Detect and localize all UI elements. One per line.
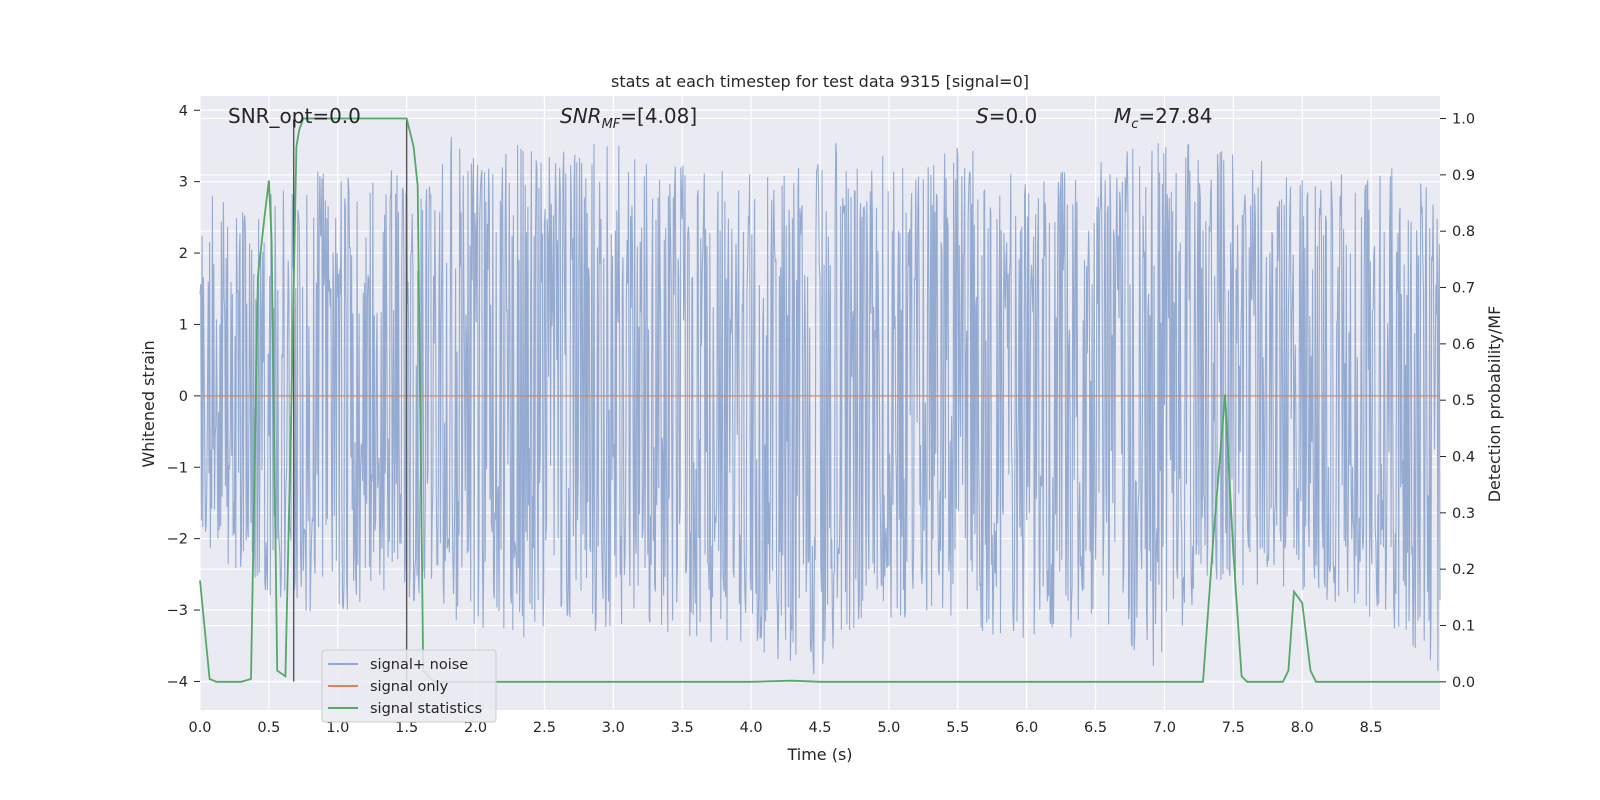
x-tick-label: 8.5 — [1360, 720, 1383, 736]
legend-label-signal-only: signal only — [370, 679, 449, 695]
x-tick-label: 6.5 — [1084, 720, 1107, 736]
x-axis-ticks: 0.0 0.5 1.0 1.5 2.0 2.5 3.0 3.5 4.0 4.5 5.0 5.5 6.0 6… — [188, 720, 1382, 736]
y-tick-label: −4 — [167, 674, 188, 690]
s-annotation: S=0.0 — [976, 104, 1037, 128]
legend-box — [321, 649, 497, 723]
legend: signal+ noise signal only signal statist… — [321, 649, 497, 723]
y2-tick-label: 0.2 — [1452, 562, 1475, 578]
y-axis-ticks: 4 3 2 1 0 −1 −2 −3 −4 — [167, 103, 200, 690]
x-tick-label: 8.0 — [1291, 720, 1314, 736]
y2-axis-label: Detection probability/MF — [1485, 306, 1504, 503]
x-tick-label: 2.0 — [464, 720, 487, 736]
x-tick-label: 4.0 — [740, 720, 763, 736]
y-tick-label: 0 — [179, 389, 188, 405]
snr-mf-annotation: SNRMF=[4.08] — [560, 104, 697, 132]
y2-tick-label: 0.1 — [1452, 619, 1475, 635]
y2-tick-label: 0.7 — [1452, 281, 1475, 297]
y2-tick-label: 0.3 — [1452, 506, 1475, 522]
x-tick-label: 0.0 — [188, 720, 211, 736]
legend-label-signal-statistics: signal statistics — [370, 701, 482, 717]
y2-tick-label: 0.9 — [1452, 168, 1475, 184]
x-tick-label: 3.5 — [671, 720, 694, 736]
annotations: SNR_opt=0.0 SNRMF=[4.08] S=0.0 Mc=27.84 — [228, 104, 1212, 132]
marker-lines — [292, 119, 408, 682]
y-tick-label: 1 — [179, 317, 188, 333]
x-tick-label: 7.0 — [1153, 720, 1176, 736]
x-tick-label: 3.0 — [602, 720, 625, 736]
y2-tick-label: 0.5 — [1452, 393, 1475, 409]
x-axis-label: Time (s) — [786, 745, 852, 764]
y-tick-label: −1 — [167, 460, 188, 476]
snr-opt-annotation: SNR_opt=0.0 — [228, 104, 361, 128]
y2-tick-label: 0.8 — [1452, 224, 1475, 240]
mc-annotation: Mc=27.84 — [1114, 104, 1212, 132]
x-tick-label: 1.0 — [326, 720, 349, 736]
y2-tick-label: 0.4 — [1452, 450, 1475, 466]
y-tick-label: 3 — [179, 175, 188, 191]
x-tick-label: 4.5 — [808, 720, 831, 736]
chart-title: stats at each timestep for test data 931… — [611, 72, 1029, 91]
x-tick-label: 5.0 — [877, 720, 900, 736]
y2-tick-label: 0.0 — [1452, 675, 1475, 691]
legend-label-signal-noise: signal+ noise — [370, 657, 468, 673]
x-tick-label: 6.0 — [1015, 720, 1038, 736]
y-tick-label: −3 — [167, 603, 188, 619]
x-tick-label: 5.5 — [946, 720, 969, 736]
y-tick-label: 4 — [179, 103, 188, 119]
x-tick-label: 7.5 — [1222, 720, 1245, 736]
x-tick-label: 0.5 — [257, 720, 280, 736]
x-tick-label: 2.5 — [533, 720, 556, 736]
y-tick-label: −2 — [167, 532, 188, 548]
x-tick-label: 1.5 — [395, 720, 418, 736]
y-tick-label: 2 — [179, 246, 188, 262]
y2-axis-ticks: 1.0 0.9 0.8 0.7 0.6 0.5 0.4 0.3 0.2 0.1 0.0 — [1440, 112, 1475, 691]
y2-tick-label: 0.6 — [1452, 337, 1475, 353]
y-axis-label: Whitened strain — [139, 340, 158, 467]
y2-tick-label: 1.0 — [1452, 112, 1475, 128]
